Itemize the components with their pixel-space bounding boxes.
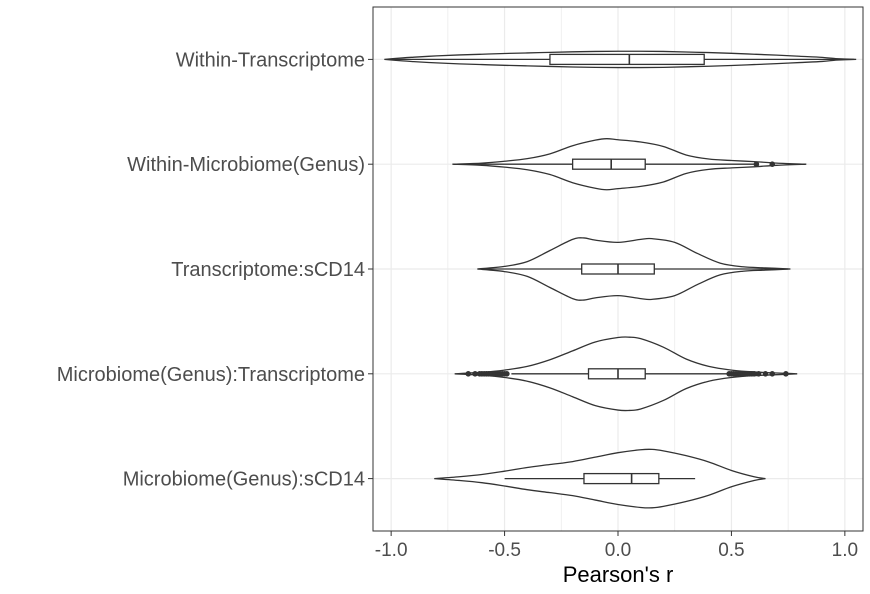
violin-group xyxy=(454,336,798,412)
outlier-point xyxy=(504,371,510,377)
outlier-point xyxy=(762,371,769,377)
violins xyxy=(384,50,857,509)
x-axis-title: Pearson's r xyxy=(563,562,674,587)
outlier-point xyxy=(783,371,789,377)
y-tick-label: Transcriptome:sCD14 xyxy=(171,259,365,281)
box-iqr xyxy=(549,53,705,66)
outlier-point xyxy=(753,161,760,167)
violin-group xyxy=(452,138,807,191)
outlier-point xyxy=(472,371,478,377)
y-tick-label: Within-Microbiome(Genus) xyxy=(127,154,365,176)
x-tick-label: 1.0 xyxy=(832,540,858,561)
violin-group xyxy=(384,50,857,69)
x-tick-label: 0.5 xyxy=(718,540,744,561)
violin-group xyxy=(477,237,791,301)
outlier-point xyxy=(755,371,762,377)
x-tick-label: -0.5 xyxy=(488,540,521,561)
outlier-point xyxy=(769,371,776,377)
outlier-point xyxy=(465,371,472,377)
outlier-point xyxy=(751,371,757,377)
y-tick-label: Microbiome(Genus):Transcriptome xyxy=(57,364,365,386)
violin-group xyxy=(434,448,766,509)
outlier-point xyxy=(769,161,776,167)
y-tick-label: Microbiome(Genus):sCD14 xyxy=(123,469,365,491)
box-iqr xyxy=(571,158,646,170)
x-tick-label: -1.0 xyxy=(375,540,408,561)
box-iqr xyxy=(587,368,646,380)
x-tick-label: 0.0 xyxy=(605,540,631,561)
x-axis-ticks: -1.0 -0.5 0.0 0.5 1.0 xyxy=(375,531,858,561)
y-tick-label: Within-Transcriptome xyxy=(176,49,365,71)
box-iqr xyxy=(583,472,660,485)
y-axis-labels: Within-Transcriptome Within-Microbiome(Ge… xyxy=(57,49,373,491)
